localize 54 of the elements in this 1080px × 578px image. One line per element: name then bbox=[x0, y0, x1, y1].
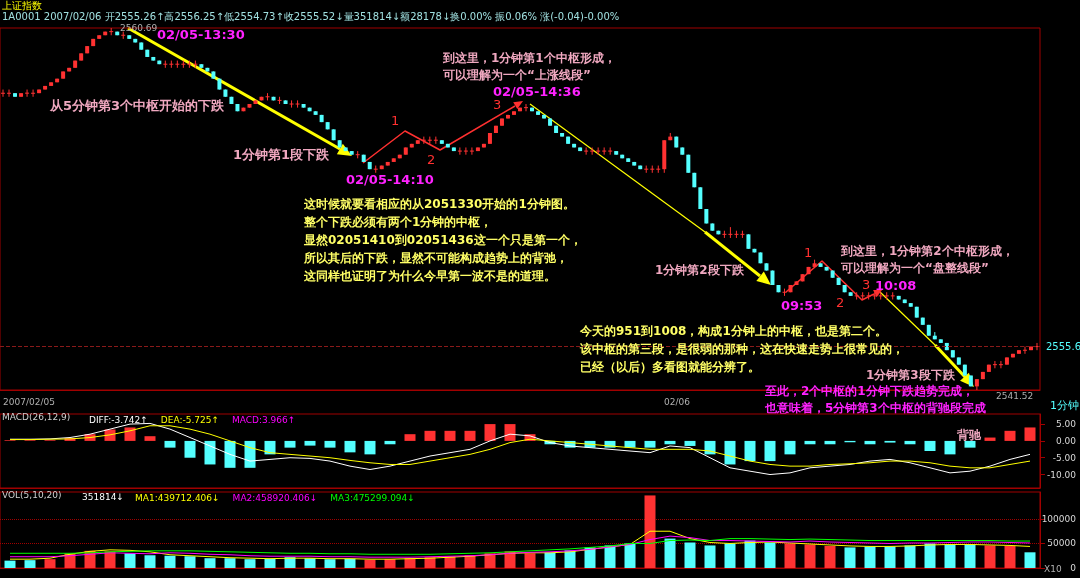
chart-title: 上证指数 bbox=[2, 0, 42, 11]
annotation: 今天的951到1008，构成1分钟上的中枢，也是第二个。 bbox=[580, 323, 887, 340]
annotation: 可以理解为一个“上涨线段” bbox=[443, 67, 591, 84]
annotation: 2560.69 bbox=[120, 22, 158, 33]
annotation: 02/05-13:30 bbox=[157, 27, 245, 44]
series-label: DEA:-5.725↑ bbox=[160, 415, 220, 425]
y-tick-label: 5.00 bbox=[1055, 419, 1077, 430]
annotation: 1 bbox=[804, 244, 813, 262]
annotation: 整个下跌必须有两个1分钟的中枢， bbox=[304, 214, 493, 231]
annotation: 1分钟第3段下跌 bbox=[866, 367, 955, 384]
annotation: 所以其后的下跌，显然不可能构成趋势上的背弛， bbox=[304, 250, 568, 267]
text: MA3:475299.094↓ bbox=[330, 493, 415, 503]
y-tick-label: 0.00 bbox=[1055, 435, 1077, 446]
annotation: 该中枢的第三段，是很弱的那种，这在快速走势上很常见的， bbox=[580, 341, 904, 358]
text: 02/06 bbox=[664, 396, 690, 409]
annotation: 3 bbox=[493, 97, 502, 114]
text: 2007/02/05 bbox=[3, 396, 55, 409]
annotation: 从5分钟第3个中枢开始的下跌 bbox=[50, 97, 225, 115]
annotation: 3 bbox=[862, 276, 871, 294]
annotation: 已经（以后）多看图就能分辨了。 bbox=[580, 359, 760, 376]
annotation: 2 bbox=[427, 151, 436, 169]
y-tick-label: -10.00 bbox=[1046, 469, 1077, 480]
series-label: MACD:3.966↑ bbox=[232, 415, 296, 425]
series-label: DIFF:-3.742↑ bbox=[89, 415, 148, 425]
text: MA1:439712.406↓ bbox=[135, 493, 220, 503]
text: 1分钟 bbox=[1050, 398, 1079, 414]
annotation: 也意味着，5分钟第3个中枢的背驰段完成 bbox=[765, 400, 986, 417]
y-tick-label: 50000 bbox=[1047, 538, 1077, 549]
annotation: 351814↓ bbox=[82, 491, 124, 504]
chart-subtitle: 1A0001 2007/02/06 开2555.26↑高2556.25↑低2554.73↑收2555.52↓量351814↓额28178↓换0.00% 振0.06% 涨(-0.04)-0.00% bbox=[2, 10, 620, 22]
text: 2555.6 bbox=[1046, 340, 1080, 354]
chart-title: VOL(5,10,20) bbox=[2, 489, 62, 500]
y-tick-label: -5.00 bbox=[1052, 452, 1077, 463]
text: MA2:458920.406↓ bbox=[232, 493, 318, 503]
annotation: 显然02051410到02051436这一个只是第一个， bbox=[304, 232, 582, 249]
annotation: 09:53 bbox=[781, 297, 823, 315]
y-tick-label: 100000 bbox=[1041, 513, 1077, 524]
annotation: 可以理解为一个“盘整线段” bbox=[841, 260, 989, 277]
annotation: 1 bbox=[391, 112, 400, 130]
annotation: 到这里，1分钟第1个中枢形成， bbox=[443, 50, 616, 67]
annotation: 1分钟第1段下跌 bbox=[233, 146, 330, 164]
text: 2541.52 bbox=[996, 390, 1034, 403]
annotation: 02/05-14:10 bbox=[346, 171, 434, 189]
annotation: 这时候就要看相应的从2051330开始的1分钟图。 bbox=[304, 196, 575, 213]
annotation: 10:08 bbox=[875, 277, 917, 295]
annotation: 02/05-14:36 bbox=[493, 83, 581, 100]
annotation: 2 bbox=[836, 294, 845, 312]
annotation: 1分钟第2段下跌 bbox=[655, 262, 744, 279]
annotation: 背驰 bbox=[957, 427, 981, 444]
annotation: 这同样也证明了为什么今早第一波不是的道理。 bbox=[304, 268, 556, 285]
chart-title: MACD(26,12,9) bbox=[2, 411, 71, 422]
y-tick-label: 0 bbox=[1070, 563, 1077, 573]
annotation: 到这里，1分钟第2个中枢形成， bbox=[841, 243, 1014, 260]
text: X10 bbox=[1044, 563, 1062, 576]
